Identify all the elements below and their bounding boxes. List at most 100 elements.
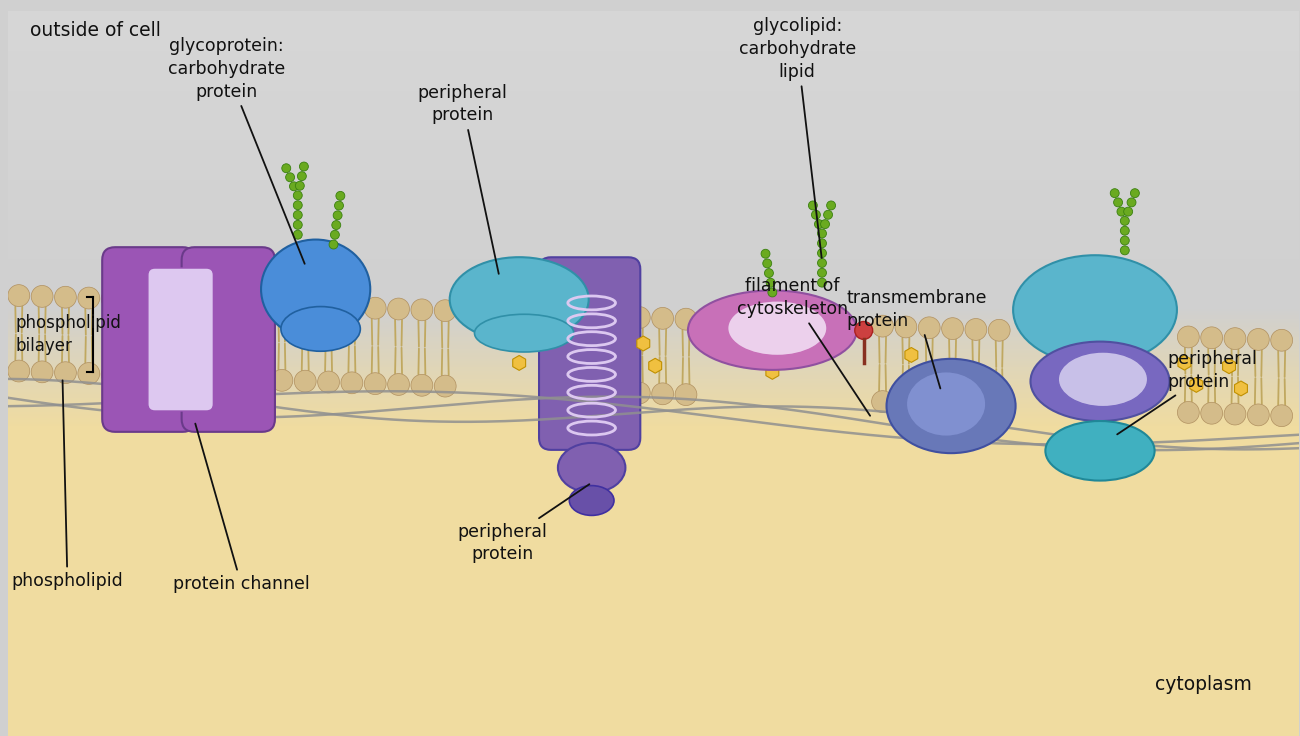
Circle shape: [1178, 402, 1200, 423]
Bar: [8, 357, 1299, 358]
Bar: [8, 426, 1299, 428]
Bar: [8, 141, 1299, 150]
Circle shape: [855, 322, 872, 339]
Bar: [8, 250, 1299, 260]
Circle shape: [604, 305, 627, 328]
Circle shape: [1201, 327, 1222, 349]
Bar: [8, 309, 1299, 311]
Bar: [8, 412, 1299, 414]
Bar: [8, 41, 1299, 51]
Bar: [8, 317, 1299, 319]
Bar: [8, 313, 1299, 315]
Text: filament of
cytoskeleton: filament of cytoskeleton: [737, 277, 870, 416]
FancyBboxPatch shape: [103, 247, 195, 432]
Circle shape: [918, 317, 940, 339]
Bar: [8, 406, 1299, 408]
Bar: [8, 299, 1299, 309]
Bar: [8, 315, 1299, 317]
Circle shape: [333, 210, 342, 220]
Circle shape: [411, 299, 433, 321]
Circle shape: [651, 383, 673, 405]
Circle shape: [55, 286, 77, 308]
Bar: [8, 357, 1299, 358]
Bar: [8, 363, 1299, 364]
Circle shape: [286, 173, 295, 182]
Bar: [8, 358, 1299, 361]
FancyBboxPatch shape: [182, 247, 274, 432]
Bar: [8, 319, 1299, 321]
Bar: [8, 349, 1299, 351]
Bar: [8, 375, 1299, 377]
Circle shape: [763, 259, 772, 268]
Circle shape: [941, 318, 963, 339]
Circle shape: [8, 360, 30, 382]
Circle shape: [628, 307, 650, 328]
Bar: [8, 240, 1299, 250]
Bar: [8, 369, 1299, 371]
Bar: [8, 361, 1299, 363]
Bar: [8, 190, 1299, 200]
Circle shape: [818, 258, 827, 267]
Circle shape: [1121, 246, 1130, 255]
Bar: [8, 406, 1299, 408]
Bar: [8, 51, 1299, 61]
Circle shape: [675, 383, 697, 406]
Bar: [8, 417, 1299, 418]
Circle shape: [78, 363, 100, 384]
Circle shape: [965, 319, 987, 340]
Bar: [8, 394, 1299, 397]
Circle shape: [341, 297, 363, 318]
Circle shape: [1225, 403, 1245, 425]
Circle shape: [294, 295, 316, 316]
Bar: [8, 389, 1299, 391]
Bar: [8, 404, 1299, 406]
Circle shape: [294, 191, 302, 200]
Bar: [8, 331, 1299, 333]
Circle shape: [965, 394, 987, 416]
Bar: [8, 378, 1299, 381]
Circle shape: [894, 392, 916, 414]
Bar: [8, 372, 1299, 375]
Circle shape: [294, 230, 302, 239]
Bar: [8, 333, 1299, 335]
Circle shape: [675, 308, 697, 330]
Bar: [8, 412, 1299, 414]
Bar: [8, 364, 1299, 367]
Bar: [8, 110, 1299, 121]
Ellipse shape: [887, 359, 1015, 453]
Bar: [8, 424, 1299, 426]
Bar: [8, 422, 1299, 424]
Circle shape: [628, 382, 650, 404]
Ellipse shape: [1031, 342, 1170, 421]
Circle shape: [294, 370, 316, 392]
Circle shape: [411, 375, 433, 396]
Bar: [8, 327, 1299, 329]
Circle shape: [1127, 198, 1136, 207]
Circle shape: [434, 375, 456, 397]
Bar: [8, 343, 1299, 345]
Bar: [8, 335, 1299, 337]
Bar: [8, 315, 1299, 317]
Circle shape: [1121, 236, 1130, 245]
Text: peripheral
protein: peripheral protein: [1117, 350, 1257, 434]
Bar: [8, 408, 1299, 411]
Ellipse shape: [688, 291, 857, 370]
Circle shape: [1131, 188, 1139, 198]
Circle shape: [988, 394, 1010, 417]
Bar: [8, 367, 1299, 369]
Circle shape: [809, 201, 818, 210]
Bar: [8, 319, 1299, 321]
Circle shape: [1114, 198, 1122, 207]
Bar: [8, 364, 1299, 367]
Text: phospholipid: phospholipid: [12, 381, 124, 590]
Bar: [8, 309, 1299, 311]
Bar: [8, 378, 1299, 381]
Circle shape: [295, 181, 304, 190]
Circle shape: [760, 250, 770, 258]
Bar: [8, 31, 1299, 41]
Bar: [8, 11, 1299, 21]
Circle shape: [766, 278, 775, 287]
FancyBboxPatch shape: [148, 268, 213, 411]
Bar: [8, 230, 1299, 240]
Circle shape: [1248, 404, 1269, 426]
